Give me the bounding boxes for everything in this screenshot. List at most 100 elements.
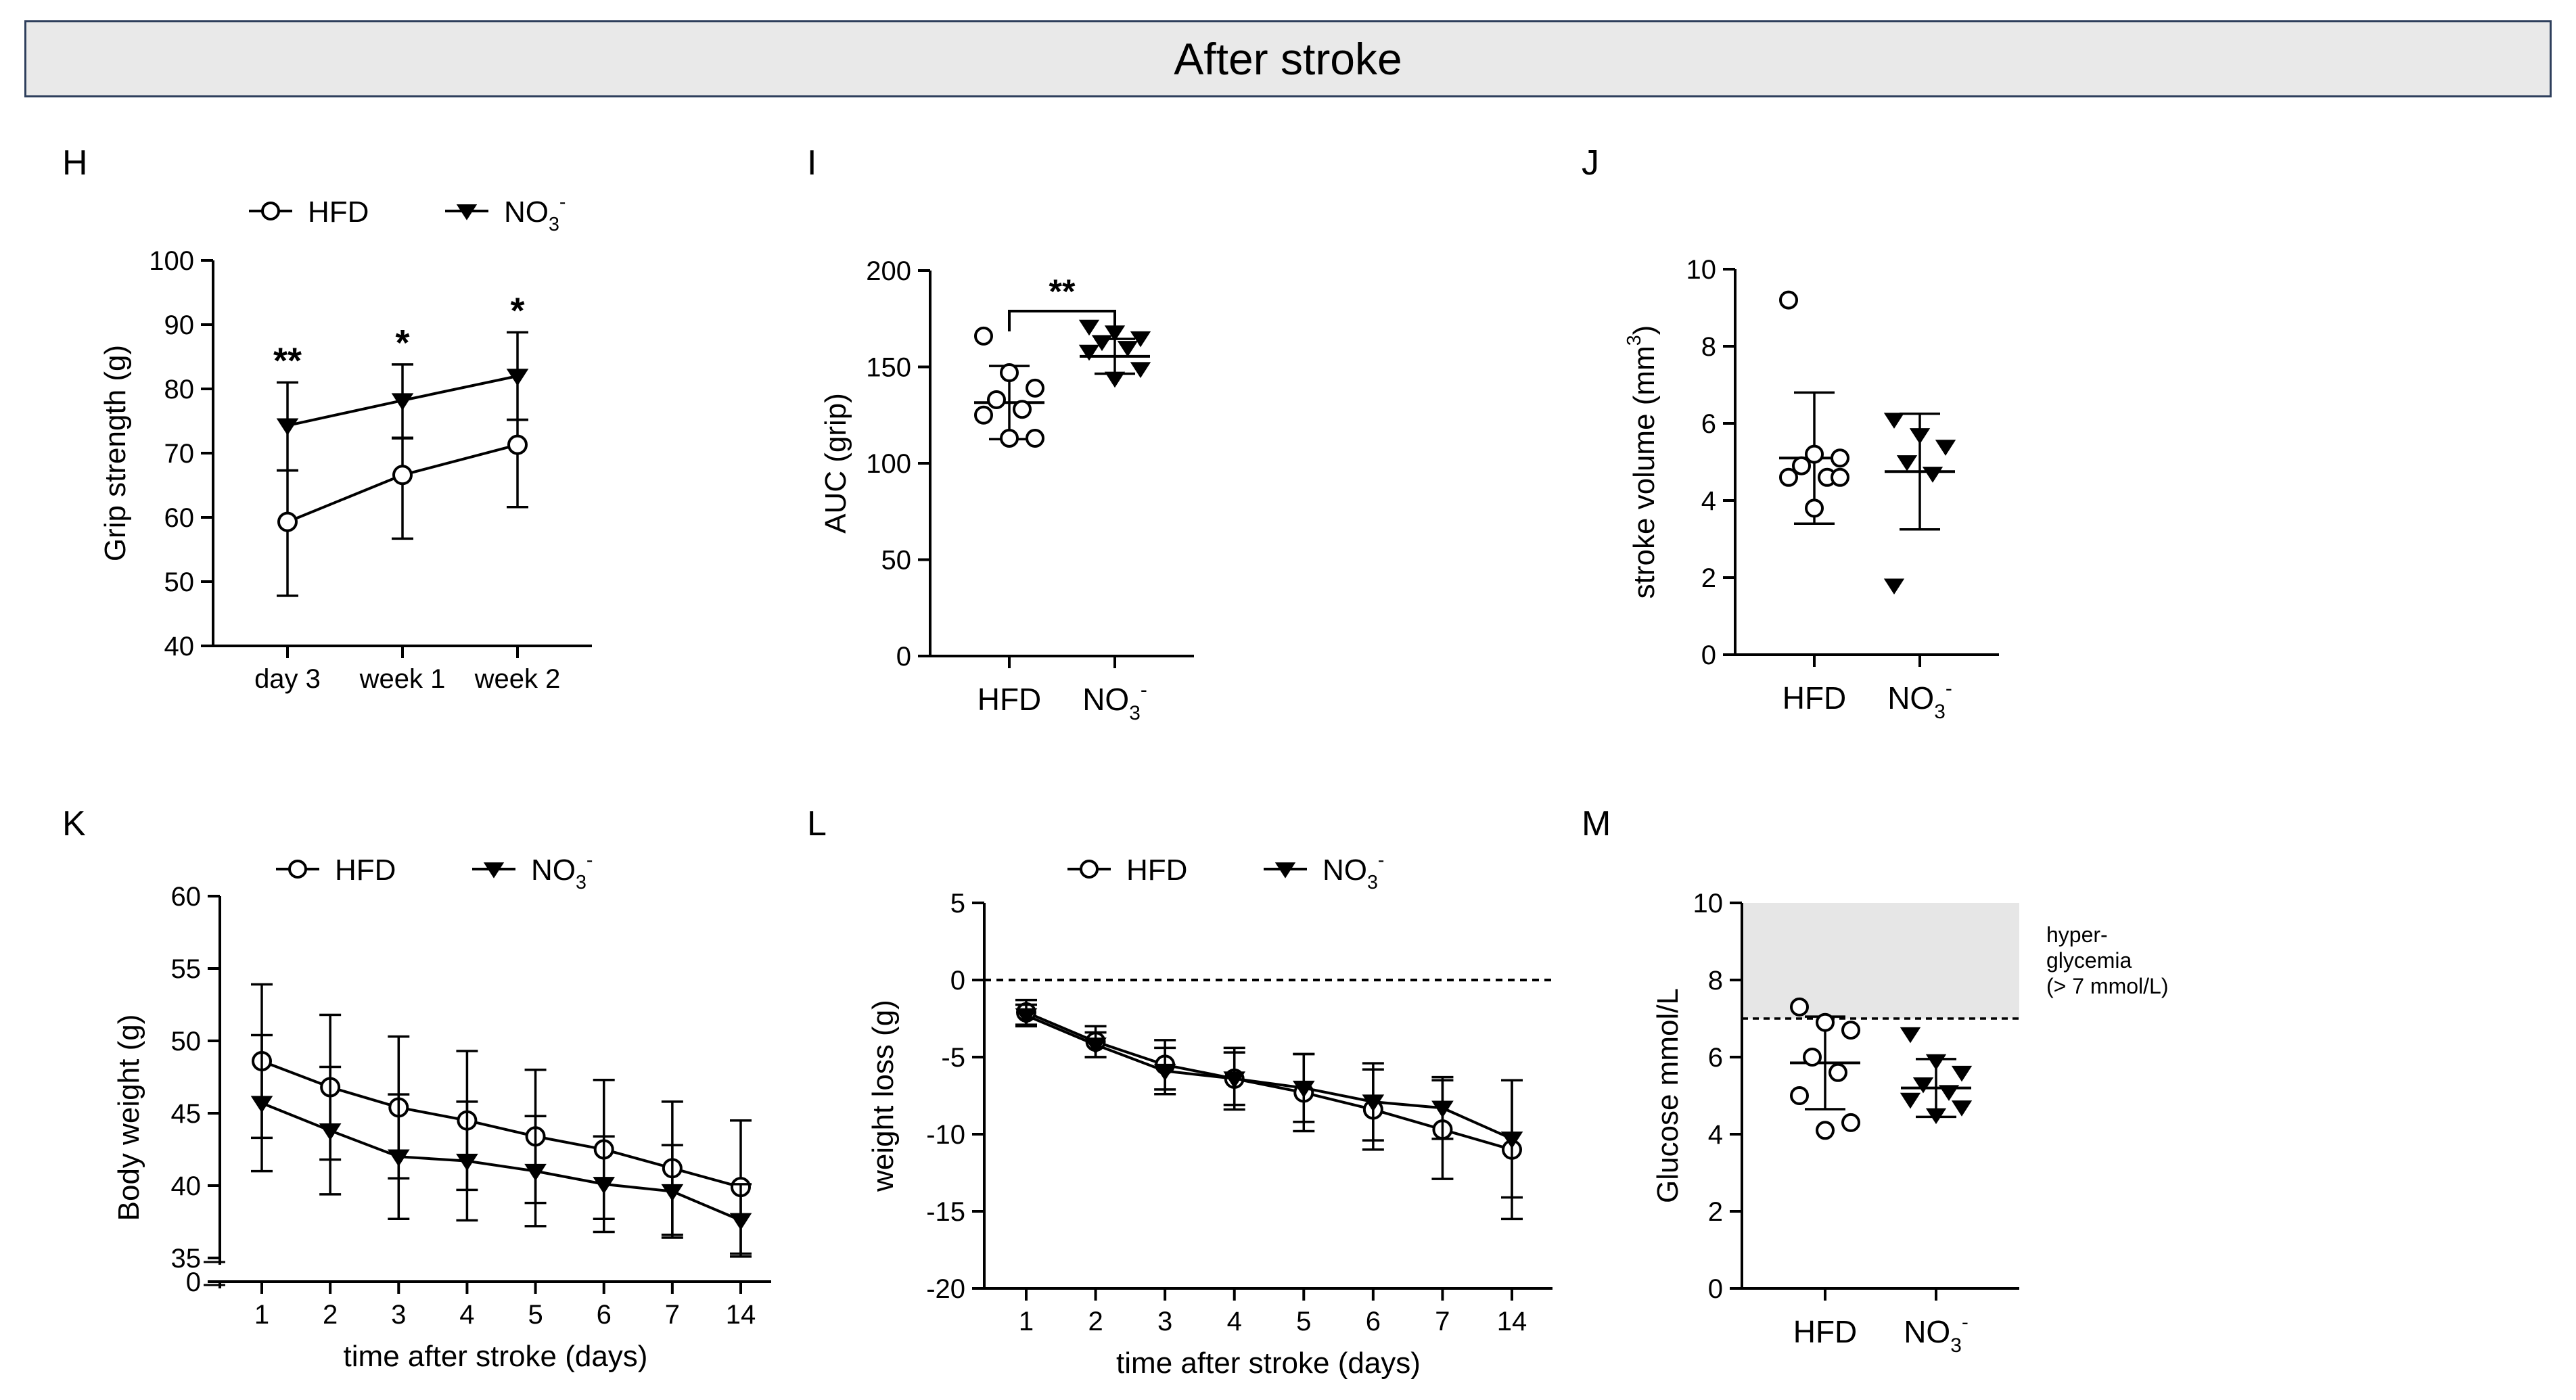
panel-L-ytick-label: 5: [950, 889, 965, 918]
panel-H-legend-label: NO3-: [504, 191, 566, 235]
xtick-label: 1: [254, 1300, 269, 1330]
panel-J-ytick-label: 8: [1701, 332, 1716, 362]
data-point-no3: [1292, 1080, 1315, 1098]
ytick-label: 40: [171, 1171, 202, 1201]
panel-H-ytick-label: 80: [164, 375, 195, 404]
data-point-hfd: [1816, 1121, 1835, 1140]
series-line-hfd: [261, 1060, 741, 1189]
panel-L-legend-marker: [1274, 862, 1296, 879]
panel-K-legend-marker: [483, 862, 505, 879]
y-axis-label: stroke volume (mm3): [1624, 325, 1661, 599]
panel-M-ytick-label: 2: [1708, 1197, 1723, 1227]
data-point-hfd: [1816, 1012, 1835, 1032]
panel-L-ytick-label: 0: [950, 966, 965, 996]
panel-M-ytick-label: 8: [1708, 966, 1723, 996]
panel-J-ytick-label: 0: [1701, 640, 1716, 670]
xtick-label: HFD: [978, 682, 1042, 717]
data-point-no3: [1117, 341, 1138, 357]
significance-bracket: [1008, 310, 1116, 331]
panel-J-ytick-label: 4: [1701, 486, 1716, 516]
ytick-label: 50: [171, 1027, 202, 1056]
panel-H-legend-marker: [261, 202, 280, 220]
panel-letter: M: [1582, 804, 1611, 843]
panel-L-legend-label: HFD: [1126, 854, 1187, 887]
xtick-label: 7: [1435, 1307, 1450, 1336]
panel-I-ytick-label: 100: [866, 449, 911, 479]
data-point-no3: [1951, 1100, 1973, 1117]
panel-L: L HFD NO3- -20 -15 -10 -5 0 5 1 2 3 4 5 6 7 14 time after…: [807, 804, 1552, 1380]
panel-letter: I: [807, 143, 816, 183]
xtick-label: 5: [1296, 1307, 1311, 1336]
panel-I-ytick-label: 0: [896, 642, 911, 672]
data-point-hfd: [1841, 1113, 1860, 1132]
xtick-label: day 3: [254, 664, 321, 694]
xtick-label: 14: [1497, 1307, 1527, 1336]
data-point-no3: [661, 1184, 684, 1202]
significance-star: *: [395, 323, 409, 363]
y-axis-label: Glucose mmol/L: [1651, 988, 1684, 1203]
xtick-label: 4: [1227, 1307, 1242, 1336]
xtick-label: week 2: [474, 664, 561, 694]
data-point-no3: [1938, 1085, 1960, 1101]
panel-I-ytick-label: 150: [866, 353, 911, 383]
significance-star: **: [273, 341, 302, 381]
data-point-hfd: [974, 326, 993, 346]
figure-title: After stroke: [1174, 34, 1402, 84]
xtick-label: 14: [726, 1300, 756, 1330]
region-label: glycemia: [2046, 948, 2132, 973]
data-point-no3: [1900, 1092, 1921, 1109]
panel-L-ytick-label: -15: [926, 1197, 965, 1227]
figure-title-banner: After stroke: [24, 20, 2552, 97]
panel-H-ytick-label: 70: [164, 439, 195, 469]
data-point-hfd: [1803, 1048, 1822, 1067]
data-point-no3: [1912, 1077, 1934, 1094]
data-point-hfd: [1790, 997, 1809, 1017]
data-point-no3: [387, 1149, 410, 1167]
xtick-label: 2: [323, 1300, 338, 1330]
data-point-hfd: [1000, 428, 1019, 448]
data-point-no3: [1362, 1094, 1385, 1112]
xtick-label: 3: [1157, 1307, 1172, 1336]
panel-letter: K: [62, 804, 86, 843]
panel-I-ytick-label: 200: [866, 256, 911, 286]
data-point-no3: [456, 1153, 478, 1171]
data-point-no3: [319, 1123, 342, 1141]
panel-J-ytick-label: 6: [1701, 409, 1716, 439]
panel-I: I 0 50 100 150 200 HFD NO3- AUC (grip) **: [807, 143, 1194, 724]
hyperglycemia-region: [1742, 903, 2019, 1019]
panel-L-ytick-label: -10: [926, 1120, 965, 1150]
xtick-label: NO3-: [1904, 1311, 1969, 1357]
xtick-label: 6: [1366, 1307, 1381, 1336]
region-label: hyper-: [2046, 923, 2108, 947]
xtick-label: 6: [597, 1300, 612, 1330]
panel-H-ytick-label: 100: [149, 246, 194, 276]
xtick-label: HFD: [1782, 680, 1847, 716]
data-point-hfd: [1805, 498, 1824, 518]
y-axis-label: Grip strength (g): [99, 345, 132, 561]
data-point-no3: [729, 1213, 752, 1231]
data-point-hfd: [507, 434, 528, 455]
panel-H-ytick-label: 90: [164, 310, 195, 340]
panel-letter: L: [807, 804, 827, 843]
xtick-label: NO3-: [1887, 677, 1952, 723]
panel-H-ytick-label: 60: [164, 503, 195, 533]
data-point-no3: [1500, 1131, 1523, 1149]
xtick-label: 3: [391, 1300, 406, 1330]
data-point-no3: [506, 369, 529, 386]
panel-H-legend-label: HFD: [308, 195, 369, 229]
xtick-label: week 1: [359, 664, 446, 694]
data-point-hfd: [1000, 363, 1019, 383]
panel-H-legend-marker: [456, 204, 478, 220]
data-point-hfd: [1831, 448, 1849, 468]
series-line-no3: [1026, 1014, 1513, 1140]
ytick-label: 55: [171, 954, 202, 984]
significance-star: *: [510, 290, 524, 331]
data-point-no3: [1104, 371, 1126, 388]
panel-M-ytick-label: 10: [1693, 889, 1724, 918]
panel-M-ytick-label: 0: [1708, 1274, 1723, 1304]
xtick-label: 4: [459, 1300, 474, 1330]
data-point-no3: [1078, 319, 1100, 336]
data-point-hfd: [1828, 1063, 1847, 1082]
panel-L-ytick-label: -5: [941, 1043, 965, 1073]
